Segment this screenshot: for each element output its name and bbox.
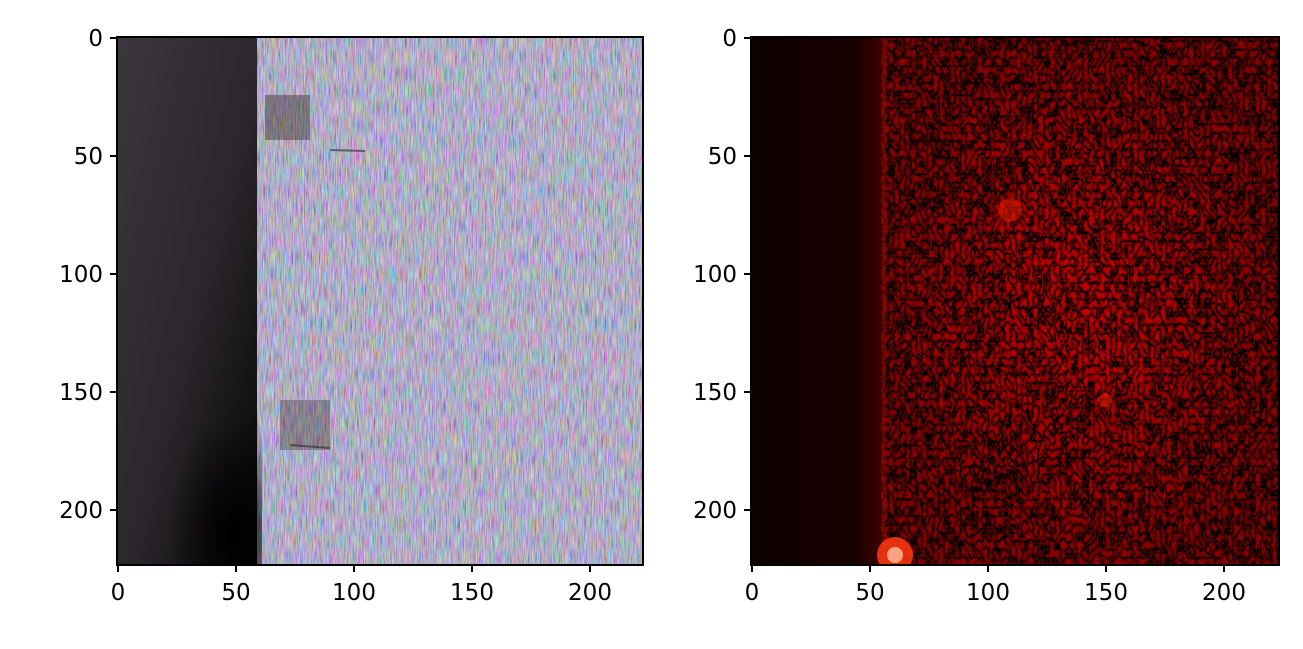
left-x-axis bbox=[117, 565, 591, 572]
y-tick-label: 0 bbox=[722, 26, 737, 52]
y-tick-label: 200 bbox=[59, 498, 103, 524]
x-tick-label: 50 bbox=[855, 580, 884, 606]
left-y-axis bbox=[110, 37, 117, 511]
x-tick-label: 150 bbox=[1084, 580, 1128, 606]
y-tick-label: 100 bbox=[59, 262, 103, 288]
left-x-tick-labels: 0 50 100 150 200 bbox=[111, 580, 612, 606]
x-tick-label: 200 bbox=[1202, 580, 1246, 606]
x-tick-label: 0 bbox=[745, 580, 760, 606]
x-tick-label: 200 bbox=[568, 580, 612, 606]
right-y-axis bbox=[744, 37, 751, 511]
x-tick-label: 150 bbox=[450, 580, 494, 606]
left-y-tick-labels: 0 50 100 150 200 bbox=[59, 26, 103, 524]
y-tick-label: 100 bbox=[693, 262, 737, 288]
right-y-tick-labels: 0 50 100 150 200 bbox=[693, 26, 737, 524]
y-tick-label: 50 bbox=[74, 144, 103, 170]
right-x-axis bbox=[751, 565, 1225, 572]
x-tick-label: 50 bbox=[221, 580, 250, 606]
right-heatmap-frame bbox=[750, 36, 1280, 566]
x-tick-label: 0 bbox=[111, 580, 126, 606]
x-tick-label: 100 bbox=[332, 580, 376, 606]
y-tick-label: 0 bbox=[88, 26, 103, 52]
y-tick-label: 150 bbox=[59, 380, 103, 406]
x-tick-label: 100 bbox=[966, 580, 1010, 606]
left-image-panel bbox=[117, 37, 643, 565]
y-tick-label: 150 bbox=[693, 380, 737, 406]
right-heatmap-panel bbox=[751, 37, 1279, 565]
right-x-tick-labels: 0 50 100 150 200 bbox=[745, 580, 1246, 606]
left-image-frame bbox=[116, 36, 644, 566]
y-tick-label: 50 bbox=[708, 144, 737, 170]
y-tick-label: 200 bbox=[693, 498, 737, 524]
